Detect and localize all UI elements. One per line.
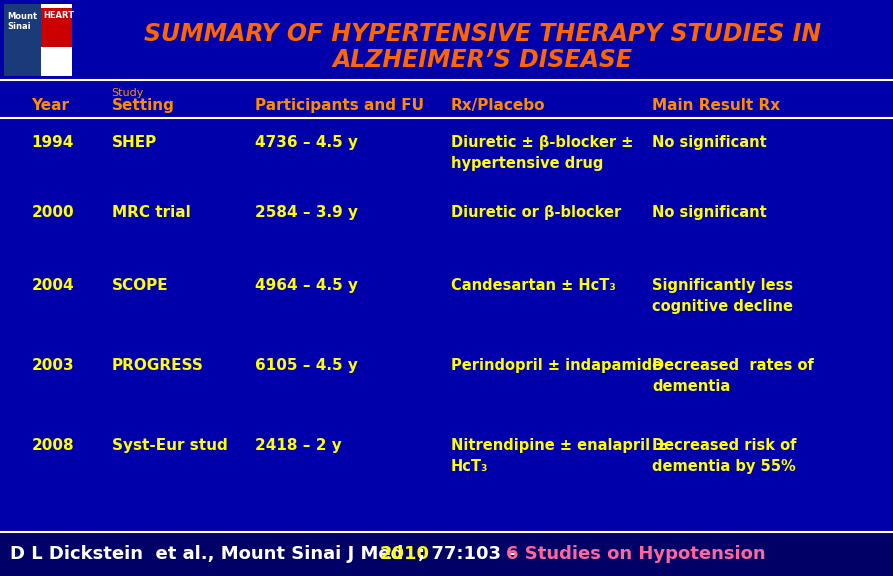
Text: Participants and FU: Participants and FU (255, 98, 423, 113)
Bar (4, 4, 41, 76)
Text: Rx/Placebo: Rx/Placebo (451, 98, 546, 113)
Text: 2004: 2004 (31, 278, 74, 293)
Text: 2010: 2010 (380, 545, 430, 563)
Text: 4964 – 4.5 y: 4964 – 4.5 y (255, 278, 357, 293)
Text: D L Dickstein  et al., Mount Sinai J Med: D L Dickstein et al., Mount Sinai J Med (10, 545, 410, 563)
Text: 1994: 1994 (31, 135, 73, 150)
Text: 4736 – 4.5 y: 4736 – 4.5 y (255, 135, 357, 150)
Text: Candesartan ± HcT₃: Candesartan ± HcT₃ (451, 278, 615, 293)
Bar (41, 7, 72, 47)
Text: ALZHEIMER’S DISEASE: ALZHEIMER’S DISEASE (332, 48, 632, 72)
Bar (0, 532, 893, 576)
Text: SCOPE: SCOPE (112, 278, 168, 293)
Text: 2008: 2008 (31, 438, 74, 453)
Text: Diuretic ± β-blocker ±
hypertensive drug: Diuretic ± β-blocker ± hypertensive drug (451, 135, 633, 171)
Text: 2000: 2000 (31, 205, 74, 220)
Text: Decreased  rates of
dementia: Decreased rates of dementia (652, 358, 814, 394)
Text: 6 Studies on Hypotension: 6 Studies on Hypotension (506, 545, 765, 563)
Text: Perindopril ± indapamide: Perindopril ± indapamide (451, 358, 662, 373)
Text: 2003: 2003 (31, 358, 74, 373)
Text: SUMMARY OF HYPERTENSIVE THERAPY STUDIES IN: SUMMARY OF HYPERTENSIVE THERAPY STUDIES … (144, 22, 821, 46)
Text: Mount
Sinai: Mount Sinai (7, 12, 38, 32)
Text: Diuretic or β-blocker: Diuretic or β-blocker (451, 205, 622, 220)
Text: MRC trial: MRC trial (112, 205, 190, 220)
Text: Year: Year (31, 98, 70, 113)
Text: Setting: Setting (112, 98, 174, 113)
Text: Nitrendipine ± enalapril ±
HcT₃: Nitrendipine ± enalapril ± HcT₃ (451, 438, 667, 474)
Text: 2418 – 2 y: 2418 – 2 y (255, 438, 341, 453)
Text: PROGRESS: PROGRESS (112, 358, 204, 373)
Text: SHEP: SHEP (112, 135, 157, 150)
Text: Decreased risk of
dementia by 55%: Decreased risk of dementia by 55% (652, 438, 797, 474)
Text: Main Result Rx: Main Result Rx (652, 98, 780, 113)
Text: Syst-Eur stud: Syst-Eur stud (112, 438, 228, 453)
Text: HEART: HEART (43, 11, 74, 20)
Text: 2584 – 3.9 y: 2584 – 3.9 y (255, 205, 357, 220)
Text: Study: Study (112, 88, 144, 98)
Bar (4, 4, 72, 76)
Text: 6105 – 4.5 y: 6105 – 4.5 y (255, 358, 357, 373)
Text: ; 77:103 –: ; 77:103 – (418, 545, 522, 563)
Text: No significant: No significant (652, 135, 766, 150)
Text: No significant: No significant (652, 205, 766, 220)
Text: Significantly less
cognitive decline: Significantly less cognitive decline (652, 278, 793, 314)
